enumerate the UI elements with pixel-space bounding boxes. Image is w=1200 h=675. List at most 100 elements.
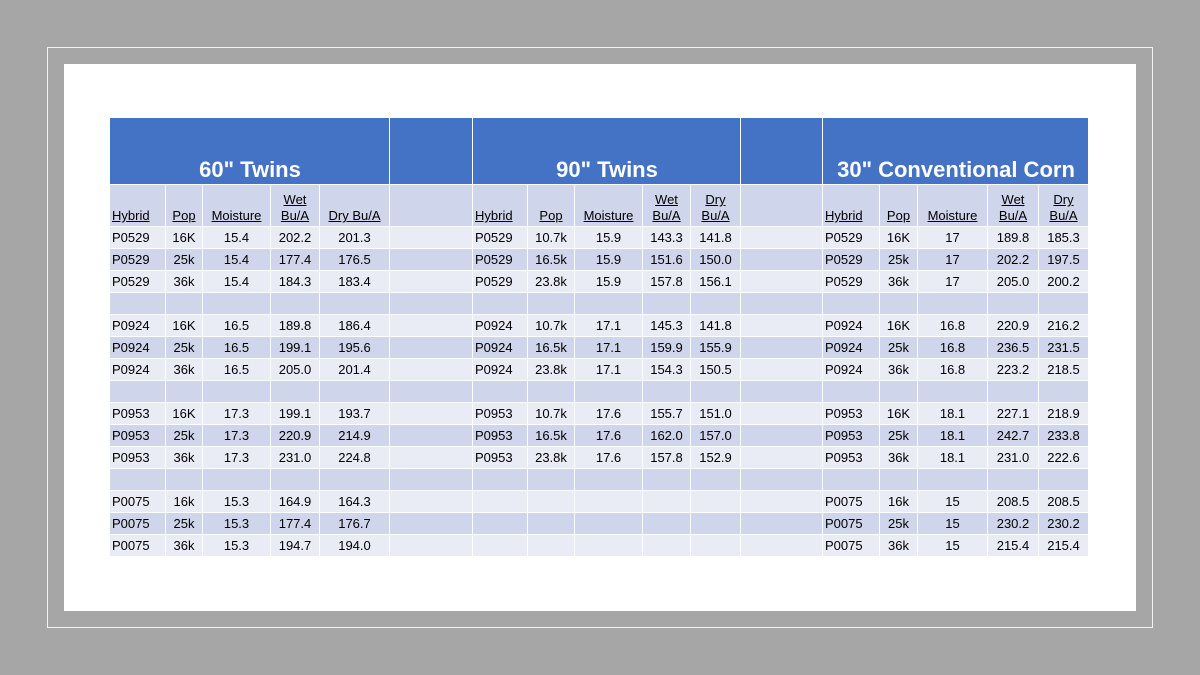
table-cell: 16K xyxy=(166,227,203,249)
header-cell xyxy=(473,118,741,185)
spacer-cell xyxy=(741,513,823,535)
spacer-cell xyxy=(741,337,823,359)
table-cell xyxy=(691,293,741,315)
header-cell xyxy=(741,118,823,185)
table-cell: P0529 xyxy=(473,227,528,249)
table-cell: P0924 xyxy=(823,315,880,337)
table-cell xyxy=(528,381,575,403)
table-cell: 16.5 xyxy=(203,359,271,381)
column-header: Dry Bu/A xyxy=(691,185,741,227)
table-cell: 143.3 xyxy=(643,227,691,249)
column-header: Hybrid xyxy=(823,185,880,227)
table-cell: 23.8k xyxy=(528,359,575,381)
table-cell xyxy=(1039,381,1089,403)
table-cell: 157.0 xyxy=(691,425,741,447)
table-cell: 16.5k xyxy=(528,337,575,359)
table-cell xyxy=(575,381,643,403)
spacer-cell xyxy=(390,513,473,535)
table-cell: 17.3 xyxy=(203,403,271,425)
table-cell xyxy=(880,381,918,403)
column-header: Moisture xyxy=(575,185,643,227)
table-cell xyxy=(473,513,528,535)
table-cell xyxy=(528,293,575,315)
column-header: Pop xyxy=(166,185,203,227)
spacer-cell xyxy=(390,535,473,557)
table-cell: P0075 xyxy=(110,491,166,513)
table-cell: 195.6 xyxy=(320,337,390,359)
table-cell: P0075 xyxy=(823,491,880,513)
table-cell: 36k xyxy=(880,447,918,469)
table-cell: 202.2 xyxy=(988,249,1039,271)
table-cell: 186.4 xyxy=(320,315,390,337)
table-cell: 25k xyxy=(880,425,918,447)
table-cell: 185.3 xyxy=(1039,227,1089,249)
table-cell: 17 xyxy=(918,227,988,249)
table-cell xyxy=(110,381,166,403)
table-cell xyxy=(203,381,271,403)
table-cell: 16K xyxy=(880,403,918,425)
header-cell xyxy=(110,118,390,185)
table-cell: P0924 xyxy=(473,315,528,337)
table-cell: 141.8 xyxy=(691,315,741,337)
table-cell xyxy=(691,491,741,513)
table-cell xyxy=(528,491,575,513)
table-cell: P0953 xyxy=(110,425,166,447)
table-cell xyxy=(166,469,203,491)
header-cell xyxy=(823,118,1089,185)
table-cell: 15 xyxy=(918,535,988,557)
table-cell: 214.9 xyxy=(320,425,390,447)
table-cell xyxy=(320,293,390,315)
table-cell xyxy=(988,469,1039,491)
table-cell xyxy=(473,491,528,513)
table-cell: P0924 xyxy=(110,359,166,381)
spacer-cell xyxy=(390,403,473,425)
table-cell: 223.2 xyxy=(988,359,1039,381)
table-cell: 216.2 xyxy=(1039,315,1089,337)
table-cell: 177.4 xyxy=(271,513,320,535)
table-cell xyxy=(575,513,643,535)
table-cell: P0075 xyxy=(823,535,880,557)
table-cell: 36k xyxy=(166,271,203,293)
table-cell: P0924 xyxy=(473,337,528,359)
table-cell: 156.1 xyxy=(691,271,741,293)
column-header: Wet Bu/A xyxy=(988,185,1039,227)
table-cell: 16K xyxy=(166,403,203,425)
table-cell xyxy=(528,469,575,491)
table-cell: P0953 xyxy=(473,425,528,447)
column-header: Pop xyxy=(880,185,918,227)
table-cell: P0953 xyxy=(823,425,880,447)
table-cell xyxy=(1039,469,1089,491)
spacer-cell xyxy=(390,469,473,491)
table-cell: 236.5 xyxy=(988,337,1039,359)
column-header: Dry Bu/A xyxy=(1039,185,1089,227)
spacer-cell xyxy=(390,381,473,403)
table-cell: 145.3 xyxy=(643,315,691,337)
table-cell: P0924 xyxy=(823,337,880,359)
table-cell: P0924 xyxy=(110,315,166,337)
table-cell: 227.1 xyxy=(988,403,1039,425)
table-cell: 15.9 xyxy=(575,271,643,293)
table-cell: P0529 xyxy=(823,249,880,271)
table-cell: 194.0 xyxy=(320,535,390,557)
table-cell: 162.0 xyxy=(643,425,691,447)
table-cell: 224.8 xyxy=(320,447,390,469)
table-cell xyxy=(691,469,741,491)
spacer-cell xyxy=(741,359,823,381)
table-cell: 18.1 xyxy=(918,403,988,425)
table-cell: P0953 xyxy=(110,447,166,469)
table-cell: P0529 xyxy=(823,271,880,293)
table-cell xyxy=(823,293,880,315)
spacer-cell xyxy=(741,535,823,557)
table-cell: 17.3 xyxy=(203,425,271,447)
column-header: Moisture xyxy=(203,185,271,227)
table-cell: 157.8 xyxy=(643,447,691,469)
table-cell: 208.5 xyxy=(988,491,1039,513)
table-cell xyxy=(918,469,988,491)
table-cell xyxy=(643,535,691,557)
spacer-cell xyxy=(741,293,823,315)
table-cell: 231.5 xyxy=(1039,337,1089,359)
table-cell xyxy=(473,535,528,557)
table-cell: 17.1 xyxy=(575,337,643,359)
spacer-cell xyxy=(390,447,473,469)
column-header: Moisture xyxy=(918,185,988,227)
